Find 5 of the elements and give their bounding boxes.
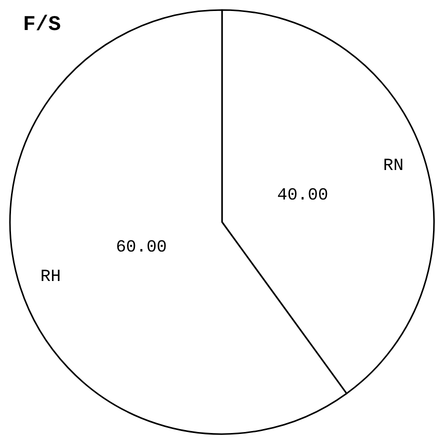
data-label: 60.00 — [116, 238, 167, 258]
slice-label: RN — [383, 156, 404, 176]
data-label: 40.00 — [277, 186, 328, 206]
slice-label: RH — [40, 268, 61, 288]
chart-title: F/S — [23, 14, 61, 37]
